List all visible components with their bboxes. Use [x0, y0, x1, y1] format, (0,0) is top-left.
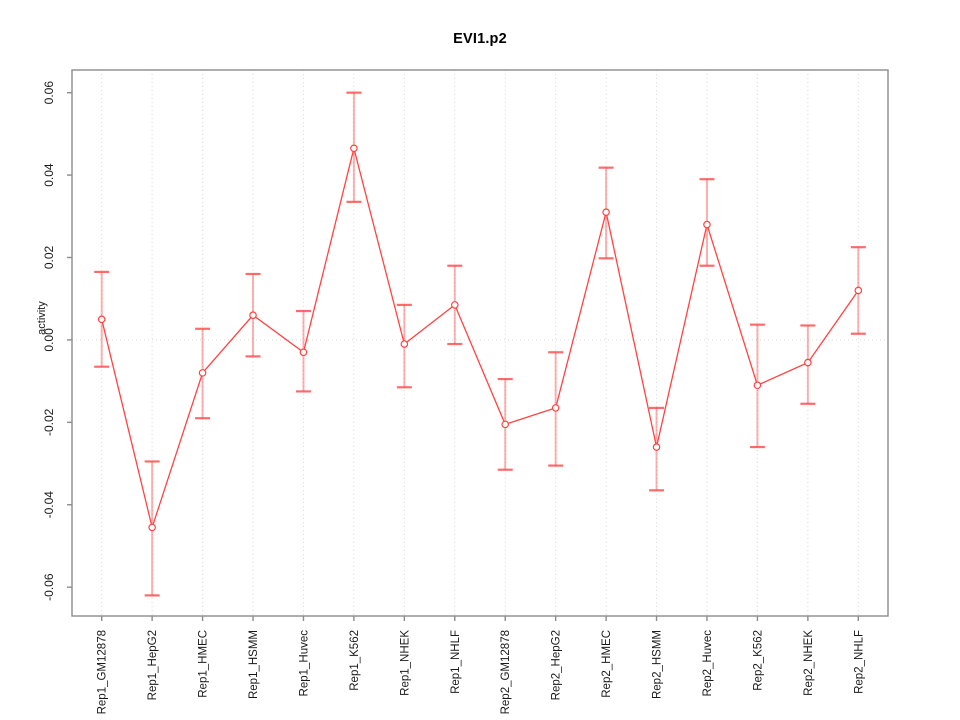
data-point-marker — [350, 144, 358, 153]
y-tick-label: 0.06 — [42, 81, 56, 105]
data-point-marker — [854, 286, 863, 295]
series-line — [101, 148, 859, 530]
x-tick-label: Rep2_HMEC — [601, 630, 613, 698]
y-tick-label: -0.04 — [42, 491, 56, 519]
data-point-marker — [400, 340, 409, 348]
x-tick-label: Rep1_HepG2 — [147, 630, 159, 700]
data-point-marker — [501, 420, 510, 429]
x-tick-label: Rep1_K562 — [349, 630, 361, 691]
data-point-marker — [97, 315, 106, 324]
x-tick-label: Rep2_GM12878 — [500, 630, 512, 714]
x-tick-label: Rep2_NHEK — [803, 630, 815, 696]
data-point-marker — [299, 348, 308, 357]
x-tick-label: Rep2_Huvec — [702, 630, 714, 697]
chart-title: EVI1.p2 — [453, 31, 507, 47]
x-tick-label: Rep1_Huvec — [298, 630, 310, 697]
data-point-marker — [450, 301, 459, 309]
y-tick-label: -0.06 — [42, 573, 56, 601]
x-tick-label: Rep1_HSMM — [248, 630, 260, 699]
data-point-marker — [249, 311, 257, 319]
x-tick-label: Rep2_NHLF — [853, 630, 865, 694]
data-point-marker — [652, 443, 661, 451]
x-tick-label: Rep1_NHLF — [450, 630, 462, 694]
y-tick-label: 0.00 — [42, 328, 56, 352]
data-point-marker — [602, 208, 610, 216]
x-tick-label: Rep1_GM12878 — [97, 630, 109, 714]
y-tick-label: 0.02 — [42, 245, 56, 269]
data-point-marker — [148, 523, 156, 532]
x-tick-label: Rep2_K562 — [752, 630, 764, 691]
x-tick-label: Rep2_HepG2 — [551, 630, 563, 700]
x-tick-label: Rep1_HMEC — [198, 630, 210, 698]
x-tick-label: Rep1_NHEK — [399, 630, 411, 696]
data-point-marker — [551, 404, 560, 412]
y-tick-label: -0.02 — [42, 408, 56, 436]
data-point-marker — [753, 381, 762, 390]
data-point-marker — [703, 220, 711, 229]
x-tick-label: Rep2_HSMM — [652, 630, 664, 699]
plot-border — [71, 69, 889, 617]
data-point-marker — [198, 369, 207, 377]
data-point-marker — [804, 358, 812, 367]
y-tick-label: 0.04 — [42, 163, 56, 187]
